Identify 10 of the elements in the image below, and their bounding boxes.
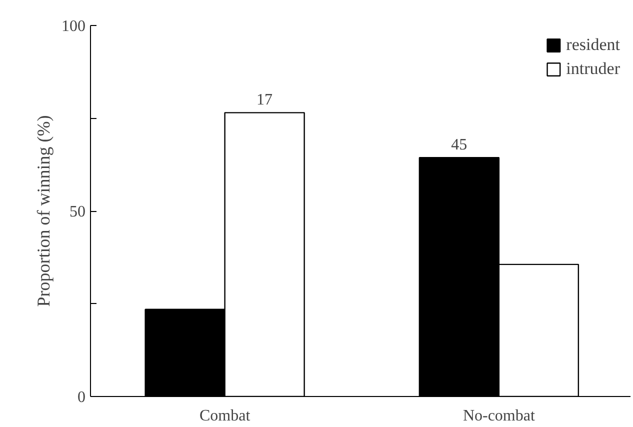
y-tick-label: 0: [78, 389, 86, 406]
y-tick-label: 100: [62, 18, 86, 35]
annotation: 45: [451, 136, 468, 154]
x-tick-label: No-combat: [462, 408, 536, 424]
annotation: 17: [256, 92, 273, 109]
y-axis-title: Proportion of winning (%): [34, 115, 54, 307]
legend-label: resident: [566, 35, 620, 55]
x-tick-label: Combat: [199, 408, 251, 424]
legend-label: intruder: [566, 59, 620, 79]
y-tick-label: 50: [70, 204, 86, 220]
